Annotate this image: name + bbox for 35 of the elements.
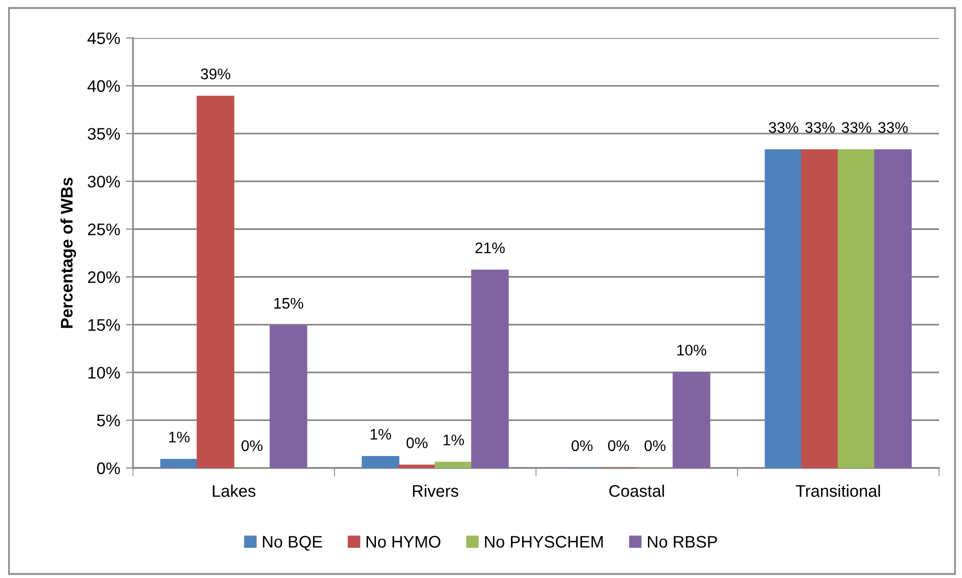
data-label: 33% bbox=[768, 122, 798, 133]
y-tick-label: 30% bbox=[88, 176, 120, 188]
y-axis-title: Percentage of WBs bbox=[60, 178, 76, 328]
data-label: 33% bbox=[878, 122, 908, 133]
y-tick-label: 20% bbox=[88, 271, 120, 284]
x-tick-label: Rivers bbox=[413, 484, 458, 497]
data-label: 33% bbox=[842, 122, 872, 133]
legend-label: No HYMO bbox=[366, 536, 440, 548]
data-label: 1% bbox=[169, 432, 190, 442]
y-tick-label: 25% bbox=[88, 224, 120, 236]
y-tick-label: 45% bbox=[88, 32, 120, 44]
y-tick-label: 0% bbox=[97, 462, 120, 474]
data-label: 0% bbox=[242, 440, 262, 452]
data-label: 1% bbox=[370, 428, 392, 440]
data-label: 10% bbox=[677, 344, 706, 356]
data-label: 21% bbox=[475, 242, 505, 254]
y-tick-label: 35% bbox=[88, 128, 120, 140]
data-label: 15% bbox=[274, 298, 304, 309]
y-tick-label: 40% bbox=[88, 80, 120, 92]
legend-label: No PHYSCHEM bbox=[485, 536, 603, 548]
data-label: 0% bbox=[406, 437, 428, 448]
data-label: 0% bbox=[572, 440, 593, 452]
data-label: 39% bbox=[200, 68, 230, 80]
y-tick-label: 10% bbox=[88, 366, 120, 379]
y-tick-label: 15% bbox=[88, 319, 120, 331]
y-tick-label: 5% bbox=[97, 414, 120, 426]
x-tick-label: Transitional bbox=[796, 484, 880, 497]
x-tick-label: Lakes bbox=[212, 484, 256, 497]
legend-label: No RBSP bbox=[648, 536, 718, 548]
data-label: 0% bbox=[608, 440, 630, 452]
data-label: 33% bbox=[805, 122, 835, 133]
legend-label: No BQE bbox=[262, 536, 322, 551]
data-label: 1% bbox=[444, 434, 464, 446]
x-tick-label: Coastal bbox=[609, 484, 664, 497]
data-label: 0% bbox=[644, 440, 666, 452]
